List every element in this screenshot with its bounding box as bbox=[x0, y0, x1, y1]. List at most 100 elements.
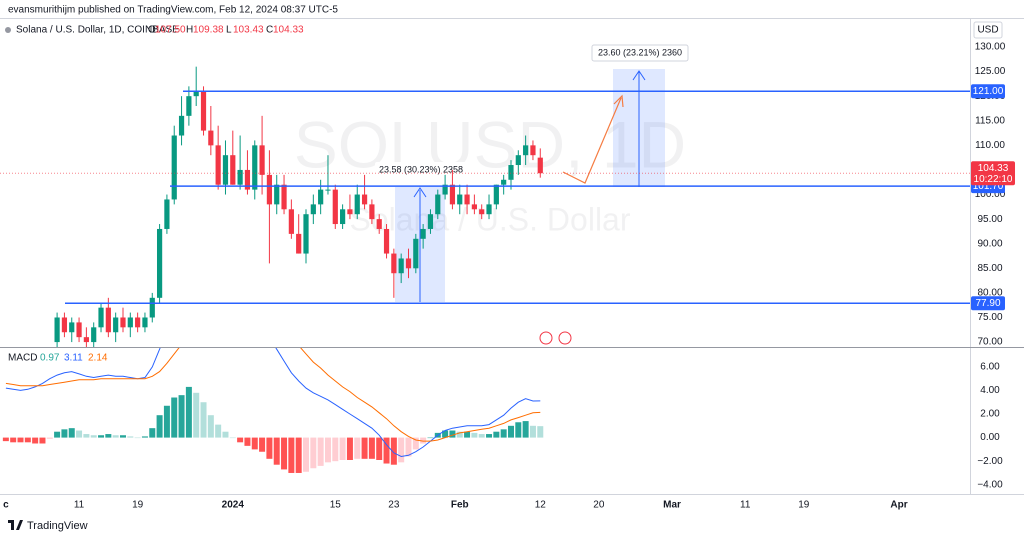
macd-line bbox=[5, 348, 541, 458]
countdown: 10:22:10 bbox=[974, 174, 1013, 185]
histogram-bar bbox=[339, 437, 346, 460]
y-tick-label: 125.00 bbox=[975, 66, 1006, 77]
legend-key: O bbox=[148, 25, 156, 36]
event-icons[interactable] bbox=[539, 331, 572, 345]
candle-body bbox=[135, 317, 141, 328]
macd-title: MACD bbox=[8, 353, 37, 364]
histogram-bar bbox=[237, 437, 244, 443]
legend-value: 103.43 bbox=[233, 25, 264, 36]
histogram-bar bbox=[281, 437, 288, 470]
event-icon[interactable] bbox=[558, 331, 572, 345]
candle-body bbox=[464, 194, 470, 205]
candle-body bbox=[281, 184, 287, 210]
candle-body bbox=[332, 189, 338, 225]
candle-body bbox=[76, 322, 82, 338]
last-price-box bbox=[971, 161, 1015, 186]
candle-body bbox=[54, 317, 60, 343]
candle-body bbox=[523, 145, 529, 156]
histogram-bar bbox=[317, 437, 324, 466]
footer-logo: TradingView bbox=[8, 520, 88, 532]
level-label-box bbox=[971, 84, 1005, 99]
candle-body bbox=[398, 258, 404, 274]
histogram-bar bbox=[200, 402, 207, 438]
candle-body bbox=[471, 204, 477, 210]
candle-body bbox=[479, 209, 485, 215]
histogram-bar bbox=[76, 430, 83, 438]
histogram-bar bbox=[273, 437, 280, 465]
candle-body bbox=[457, 194, 463, 205]
measure-arrowhead bbox=[632, 70, 646, 81]
measure-label: 23.60 (23.21%) 2360 bbox=[598, 47, 682, 57]
event-icon[interactable] bbox=[539, 331, 553, 345]
histogram-bar bbox=[105, 434, 112, 438]
macd-plot bbox=[2, 348, 544, 473]
histogram-bar bbox=[324, 437, 331, 463]
candle-body bbox=[259, 145, 265, 175]
candle-body bbox=[340, 209, 346, 225]
candle-body bbox=[435, 194, 441, 215]
candle-body bbox=[274, 184, 280, 205]
histogram-bar bbox=[259, 437, 266, 452]
candle-body bbox=[530, 145, 536, 156]
histogram-bar bbox=[134, 437, 141, 439]
macd-legend-value: 3.11 bbox=[64, 353, 83, 364]
histogram-bar bbox=[295, 437, 302, 473]
histogram-bar bbox=[156, 415, 163, 438]
candle-body bbox=[237, 169, 243, 185]
histogram-bar bbox=[442, 430, 449, 438]
level-label: 101.70 bbox=[973, 181, 1004, 192]
histogram-bar bbox=[178, 395, 185, 438]
histogram-bar bbox=[522, 421, 529, 438]
legend-value: 104.33 bbox=[273, 25, 304, 36]
histogram-bar bbox=[515, 422, 522, 438]
macd-legend-value: 2.14 bbox=[88, 353, 108, 364]
x-tick-label: 12 bbox=[535, 500, 547, 511]
candle-body bbox=[391, 253, 397, 274]
histogram-bar bbox=[32, 437, 39, 444]
histogram-bar bbox=[332, 437, 339, 462]
currency-box[interactable] bbox=[973, 21, 1003, 39]
y-tick-label: 95.00 bbox=[977, 214, 1002, 225]
legend-key: H bbox=[186, 25, 193, 36]
candle-body bbox=[149, 297, 155, 318]
candle-body bbox=[142, 317, 148, 328]
histogram-bar bbox=[171, 397, 178, 438]
y-tick-label: 85.00 bbox=[977, 263, 1002, 274]
histogram-bar bbox=[478, 434, 485, 438]
candle-body bbox=[215, 145, 221, 185]
signal-line bbox=[5, 348, 541, 442]
candle-body bbox=[266, 174, 273, 205]
candle-body bbox=[427, 214, 434, 229]
histogram-bar bbox=[368, 437, 375, 459]
candle-body bbox=[493, 184, 499, 205]
x-tick-label: 15 bbox=[330, 500, 342, 511]
candle-body bbox=[222, 155, 229, 185]
y-tick-label: 70.00 bbox=[977, 337, 1002, 348]
candle-body bbox=[325, 189, 331, 191]
candle-body bbox=[383, 228, 390, 254]
x-tick-label: Mar bbox=[663, 500, 681, 511]
histogram-bar bbox=[127, 436, 134, 438]
histogram-bar bbox=[398, 437, 405, 463]
x-tick-label: 20 bbox=[593, 500, 605, 511]
y-tick-label: 0.00 bbox=[980, 432, 1000, 443]
y-tick-label: 80.00 bbox=[977, 288, 1002, 299]
candle-body bbox=[449, 184, 456, 205]
y-tick-label: 100.00 bbox=[975, 189, 1006, 200]
histogram-bar bbox=[229, 437, 236, 439]
x-tick-label: 11 bbox=[74, 500, 85, 511]
y-tick-label: 115.00 bbox=[975, 115, 1005, 126]
macd-legend-value: 0.97 bbox=[40, 353, 60, 364]
candle-body bbox=[318, 189, 324, 205]
histogram-bar bbox=[420, 437, 427, 444]
x-tick-label: Feb bbox=[451, 500, 469, 511]
histogram-bar bbox=[464, 431, 471, 438]
legend-dot bbox=[5, 27, 11, 33]
candle-body bbox=[98, 307, 104, 328]
legend-key: C bbox=[266, 25, 273, 36]
level-label: 121.00 bbox=[973, 86, 1004, 97]
y-tick-label: 2.00 bbox=[980, 409, 1000, 420]
legend-value: 109.38 bbox=[193, 25, 224, 36]
projection-arrowhead bbox=[613, 94, 624, 108]
